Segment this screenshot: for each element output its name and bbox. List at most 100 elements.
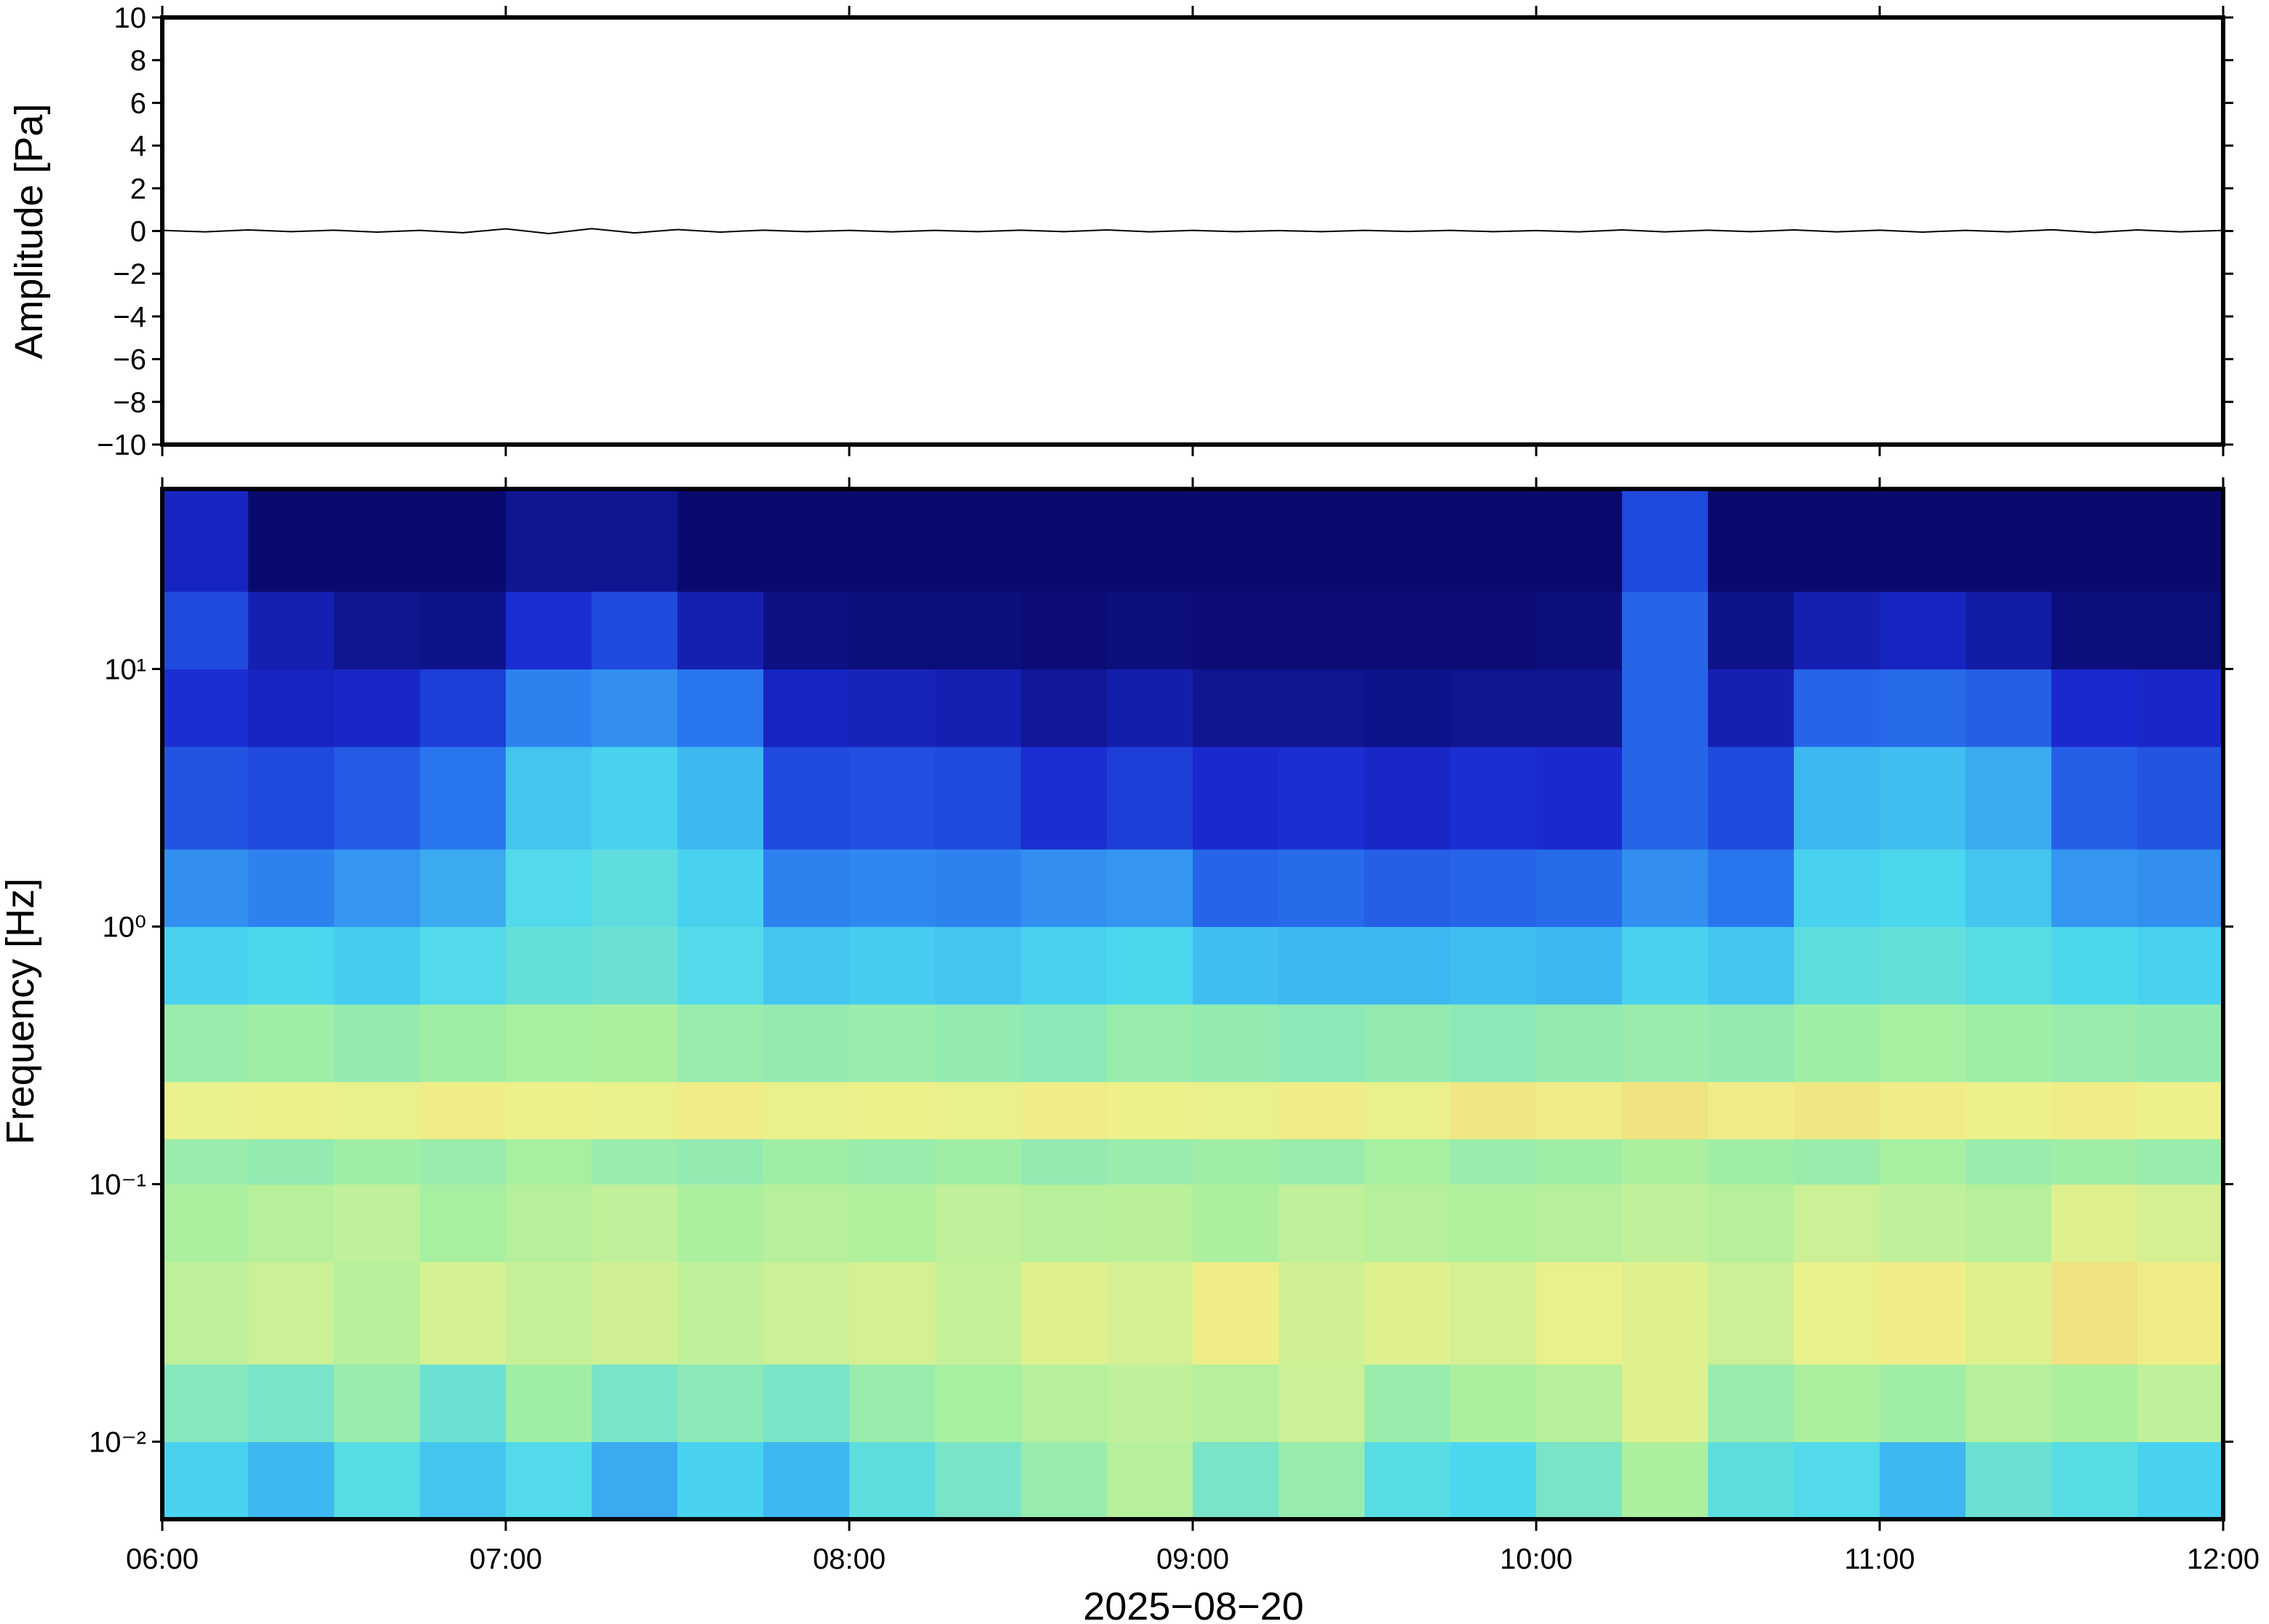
heatmap-cell bbox=[763, 1081, 850, 1139]
heatmap-cell bbox=[1364, 848, 1451, 928]
heatmap-cell bbox=[334, 591, 421, 670]
y-tick-label: 0 bbox=[130, 216, 146, 248]
heatmap-cell bbox=[1708, 591, 1795, 670]
heatmap-cell bbox=[1794, 1004, 1880, 1083]
y-tick-label: 4 bbox=[130, 130, 146, 162]
heatmap-cell bbox=[248, 1364, 335, 1443]
heatmap-cell bbox=[334, 1262, 421, 1365]
heatmap-cell bbox=[1708, 1004, 1795, 1083]
x-tick-label: 10:00 bbox=[1500, 1543, 1573, 1575]
heatmap-cell bbox=[1021, 1441, 1108, 1520]
heatmap-cell bbox=[2051, 1441, 2138, 1520]
heatmap-cell bbox=[2051, 747, 2138, 850]
heatmap-cell bbox=[1021, 1139, 1108, 1185]
heatmap-cell bbox=[1966, 1364, 2052, 1443]
heatmap-cell bbox=[420, 1184, 506, 1262]
heatmap-cell bbox=[935, 1184, 1022, 1262]
heatmap-cell bbox=[1966, 926, 2052, 1005]
y-tick-label: 10⁰ bbox=[102, 911, 146, 943]
heatmap-cell bbox=[1880, 1262, 1966, 1365]
heatmap-cell bbox=[1364, 926, 1451, 1005]
heatmap-cell bbox=[849, 1364, 936, 1443]
heatmap-cell bbox=[592, 1184, 678, 1262]
heatmap-cell bbox=[1794, 489, 1880, 592]
y-tick-label: −8 bbox=[113, 386, 146, 418]
heatmap-cell bbox=[1794, 1184, 1880, 1262]
heatmap-cell bbox=[1536, 848, 1623, 928]
heatmap-cell bbox=[763, 1139, 850, 1185]
heatmap-cell bbox=[1880, 926, 1966, 1005]
heatmap-cell bbox=[1193, 1081, 1279, 1139]
heatmap-cell bbox=[849, 747, 936, 850]
heatmap-cell bbox=[1622, 1139, 1709, 1185]
heatmap-cell bbox=[1279, 747, 1365, 850]
heatmap-cell bbox=[1622, 1364, 1709, 1443]
heatmap-cell bbox=[763, 1184, 850, 1262]
heatmap-cell bbox=[2051, 669, 2138, 747]
heatmap-cell bbox=[935, 1441, 1022, 1520]
heatmap-cell bbox=[1966, 591, 2052, 670]
heatmap-cell bbox=[334, 747, 421, 850]
heatmap-cell bbox=[162, 1081, 249, 1139]
heatmap-cell bbox=[248, 1441, 335, 1520]
heatmap-cell bbox=[849, 669, 936, 747]
heatmap-cell bbox=[1279, 1081, 1365, 1139]
heatmap-cell bbox=[1107, 591, 1193, 670]
heatmap-cell bbox=[849, 1081, 936, 1139]
heatmap-cell bbox=[1794, 669, 1880, 747]
heatmap-cell bbox=[1880, 1441, 1966, 1520]
heatmap-cell bbox=[849, 1184, 936, 1262]
heatmap-cell bbox=[162, 1441, 249, 1520]
heatmap-cell bbox=[506, 848, 592, 928]
heatmap-cell bbox=[1794, 926, 1880, 1005]
y-tick-label: −10 bbox=[97, 429, 146, 461]
heatmap-cell bbox=[1193, 747, 1279, 850]
heatmap-cell bbox=[677, 1081, 764, 1139]
heatmap-cell bbox=[248, 747, 335, 850]
heatmap-cell bbox=[162, 1184, 249, 1262]
heatmap-cell bbox=[1966, 1184, 2052, 1262]
heatmap-cell bbox=[1794, 1364, 1880, 1443]
heatmap-cell bbox=[2137, 591, 2224, 670]
heatmap-cell bbox=[2137, 669, 2224, 747]
heatmap-cell bbox=[506, 747, 592, 850]
heatmap-cell bbox=[1450, 669, 1537, 747]
heatmap-cell bbox=[1794, 747, 1880, 850]
x-tick-label: 09:00 bbox=[1156, 1543, 1229, 1575]
heatmap-cell bbox=[1193, 669, 1279, 747]
heatmap-cell bbox=[1364, 1081, 1451, 1139]
heatmap-cell bbox=[334, 1004, 421, 1083]
heatmap-cell bbox=[1279, 1364, 1365, 1443]
heatmap-cell bbox=[1708, 1184, 1795, 1262]
heatmap-cell bbox=[1193, 591, 1279, 670]
heatmap-cell bbox=[420, 848, 506, 928]
heatmap-cell bbox=[677, 591, 764, 670]
heatmap-cell bbox=[506, 1441, 592, 1520]
heatmap-cell bbox=[506, 1139, 592, 1185]
heatmap-cell bbox=[1364, 489, 1451, 592]
heatmap-cell bbox=[1279, 1139, 1365, 1185]
heatmap-cell bbox=[1708, 747, 1795, 850]
heatmap-cell bbox=[849, 1139, 936, 1185]
heatmap-cell bbox=[1279, 1262, 1365, 1365]
heatmap-cell bbox=[506, 669, 592, 747]
heatmap-cell bbox=[1536, 1441, 1623, 1520]
heatmap-cell bbox=[592, 1364, 678, 1443]
heatmap-cell bbox=[1536, 591, 1623, 670]
heatmap-cell bbox=[2137, 747, 2224, 850]
heatmap-cell bbox=[763, 926, 850, 1005]
heatmap-cell bbox=[1966, 1081, 2052, 1139]
heatmap-cell bbox=[1193, 1184, 1279, 1262]
heatmap-cell bbox=[1107, 669, 1193, 747]
heatmap-cell bbox=[1794, 1441, 1880, 1520]
y-tick-label: 10⁻¹ bbox=[89, 1169, 146, 1201]
heatmap-cell bbox=[2137, 926, 2224, 1005]
heatmap-cell bbox=[677, 1262, 764, 1365]
heatmap-cell bbox=[677, 1364, 764, 1443]
heatmap-cell bbox=[1279, 591, 1365, 670]
heatmap-cell bbox=[1880, 591, 1966, 670]
heatmap-cell bbox=[592, 848, 678, 928]
heatmap-cell bbox=[592, 669, 678, 747]
heatmap-cell bbox=[1880, 669, 1966, 747]
heatmap-cell bbox=[2051, 489, 2138, 592]
